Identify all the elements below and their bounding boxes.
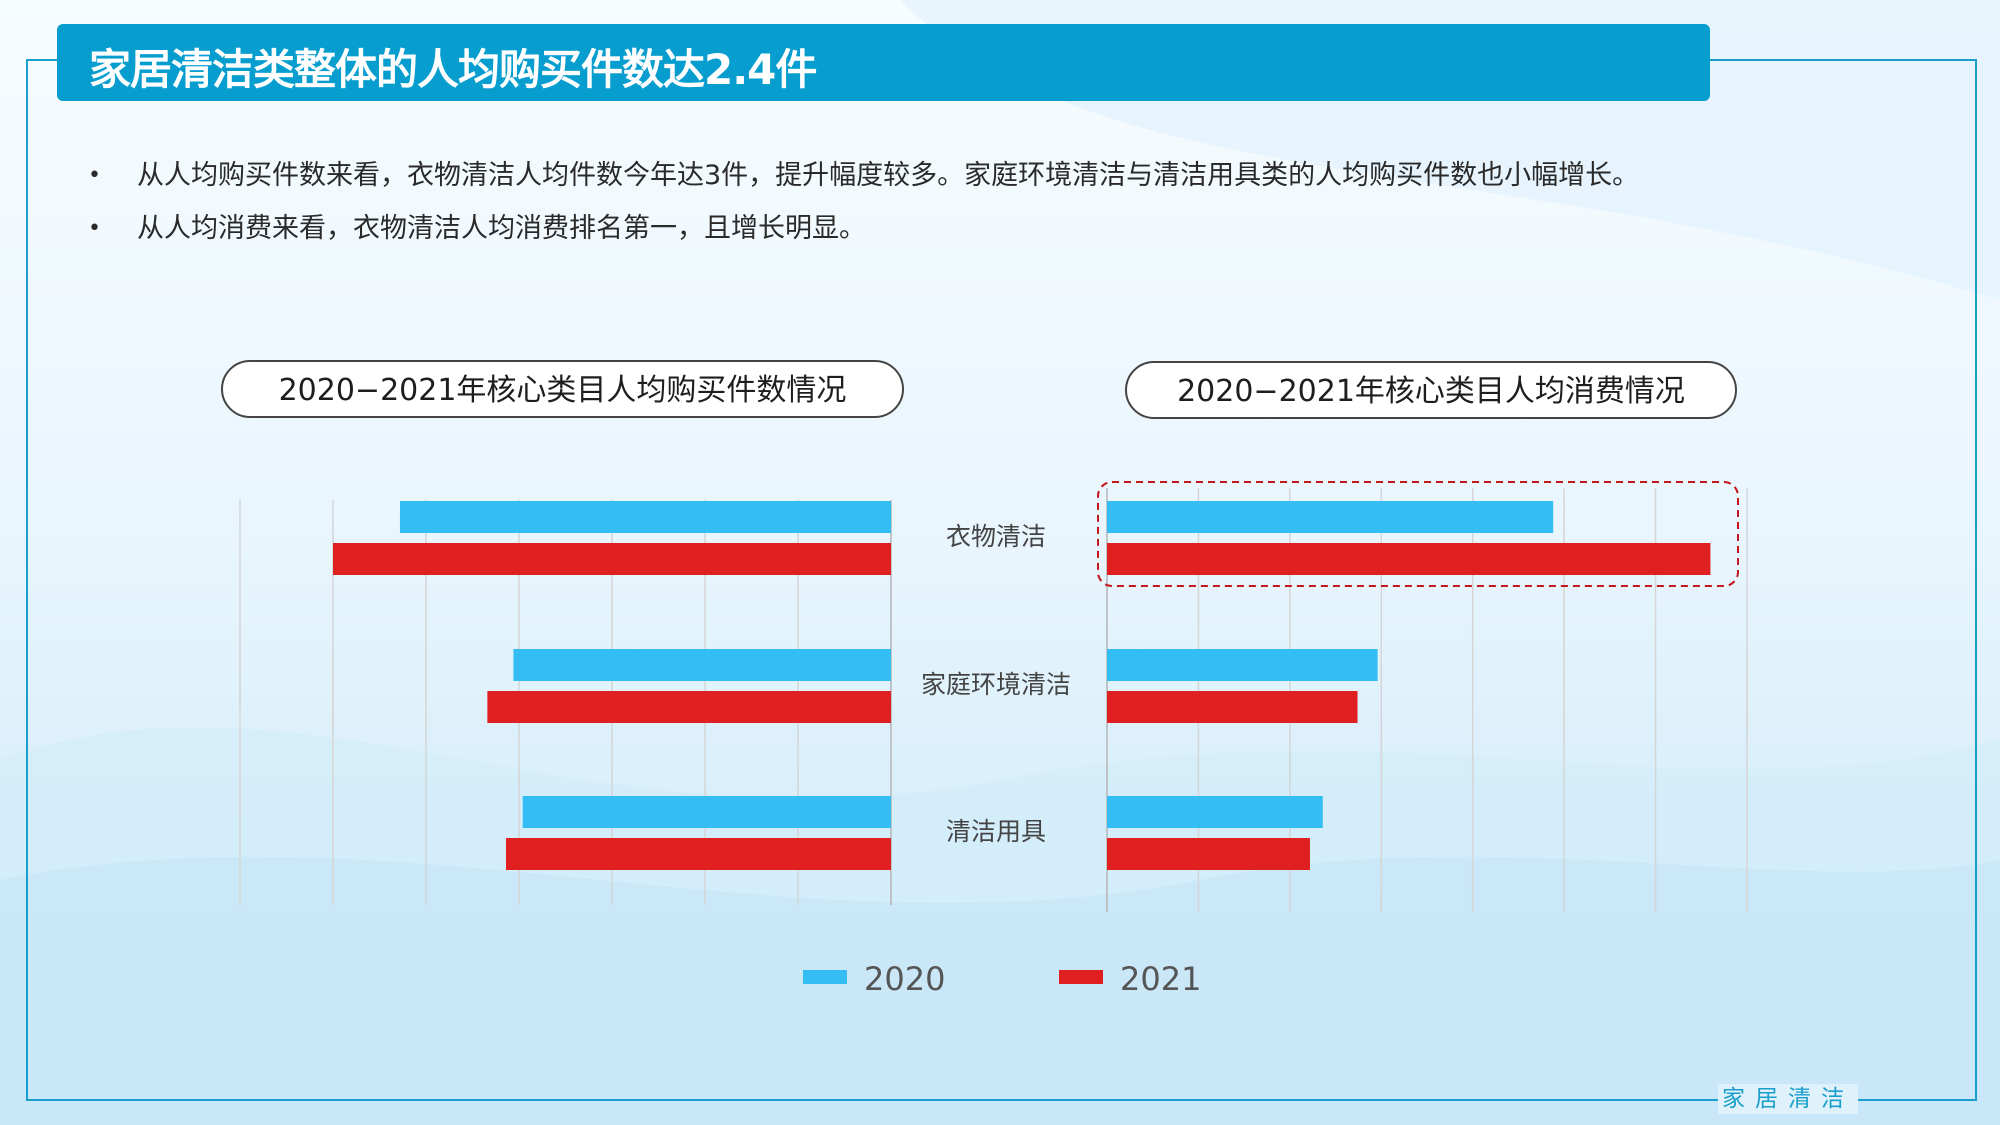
bullet-dot: • xyxy=(88,216,101,241)
right-bar-2020 xyxy=(1107,501,1554,533)
left-bar-2020 xyxy=(522,796,891,828)
left-bar-2021 xyxy=(333,543,891,575)
legend-label-2020: 2020 xyxy=(864,960,945,998)
footer-brand: 家居清洁 xyxy=(1718,1084,1858,1114)
header-bar: 家居清洁类整体的人均购买件数达2.4件 xyxy=(57,24,1710,101)
right-chart-title: 2020−2021年核心类目人均消费情况 xyxy=(1125,361,1737,419)
right-bar-2020 xyxy=(1107,649,1378,681)
page-frame xyxy=(26,59,1977,1101)
bullet-dot: • xyxy=(88,163,101,188)
left-chart-title: 2020−2021年核心类目人均购买件数情况 xyxy=(221,360,904,418)
right-bar-2021 xyxy=(1107,691,1358,723)
right-bar-2021 xyxy=(1107,543,1711,575)
right-bar-2020 xyxy=(1107,796,1323,828)
category-label: 清洁用具 xyxy=(946,817,1046,846)
right-bar-2021 xyxy=(1107,838,1310,870)
left-bar-2020 xyxy=(513,649,891,681)
frame-top-right xyxy=(1708,59,1975,61)
frame-top-left xyxy=(26,59,60,61)
page-title: 家居清洁类整体的人均购买件数达2.4件 xyxy=(89,45,817,94)
bullet-text: 从人均购买件数来看，衣物清洁人均件数今年达3件，提升幅度较多。家庭环境清洁与清洁… xyxy=(137,160,1640,191)
category-label: 衣物清洁 xyxy=(946,522,1046,551)
left-bar-2020 xyxy=(399,501,891,533)
highlight-box xyxy=(1097,481,1739,587)
category-label: 家庭环境清洁 xyxy=(921,670,1071,699)
legend-swatch-2020 xyxy=(803,970,847,984)
legend-swatch-2021 xyxy=(1059,970,1103,984)
left-bar-2021 xyxy=(487,691,891,723)
bullet-text: 从人均消费来看，衣物清洁人均消费排名第一，且增长明显。 xyxy=(137,213,866,244)
left-bar-2021 xyxy=(505,838,891,870)
legend-label-2021: 2021 xyxy=(1120,960,1201,998)
